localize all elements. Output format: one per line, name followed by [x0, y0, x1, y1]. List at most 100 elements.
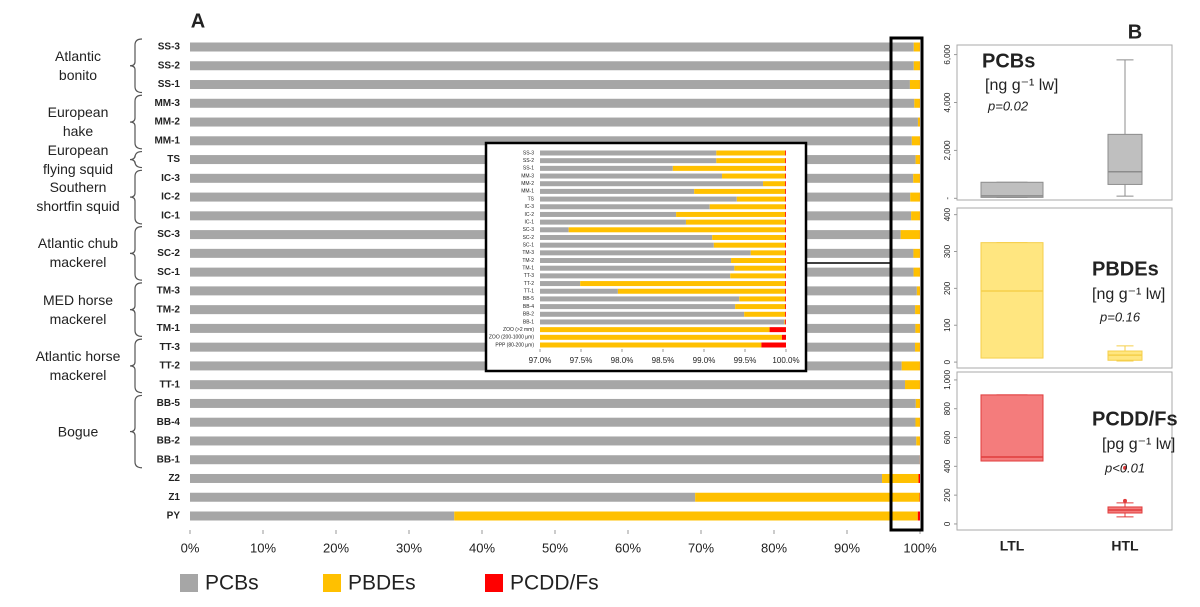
- y-tick-label: 100: [943, 318, 952, 332]
- x-category-label: LTL: [1000, 538, 1025, 554]
- group-label: Atlantic bonito: [55, 47, 101, 83]
- bar-segment: [190, 455, 920, 465]
- inset-category-label: TM-2: [522, 258, 534, 264]
- x-tick-label: 80%: [761, 540, 787, 555]
- inset-bar-segment: [785, 219, 786, 225]
- inset-category-label: PPP (80-200 µm): [495, 342, 534, 348]
- group-label: Bogue: [57, 423, 99, 440]
- inset-category-label: TS: [528, 196, 535, 202]
- bar-segment: [454, 511, 918, 521]
- bar-segment: [915, 342, 920, 352]
- bar-segment: [918, 473, 920, 483]
- x-tick-label: 0%: [181, 540, 200, 555]
- group-label: European flying squid: [42, 141, 114, 177]
- bar-segment: [905, 380, 920, 390]
- bar-segment: [190, 61, 914, 71]
- inset-bar-segment: [785, 165, 786, 171]
- inset-bar-segment: [676, 211, 786, 217]
- inset-bar-segment: [540, 311, 745, 317]
- inset-category-label: ZOO (200-1000 µm): [489, 335, 534, 341]
- group-brace: [129, 38, 143, 94]
- panel-title: PCBs: [982, 50, 1035, 72]
- inset-bar-segment: [540, 258, 732, 264]
- group-brace: [129, 394, 143, 469]
- inset-bar-segment: [785, 258, 786, 264]
- y-tick-label: 300: [943, 244, 952, 258]
- inset-bar-segment: [785, 265, 786, 271]
- inset-bar-segment: [712, 234, 786, 240]
- y-tick-label: 400: [943, 459, 952, 473]
- inset-bar-segment: [785, 173, 786, 179]
- inset-bar-segment: [785, 227, 786, 233]
- bar-segment: [913, 173, 920, 183]
- inset-bar-segment: [672, 165, 786, 171]
- inset-category-label: BB-2: [523, 312, 534, 318]
- y-tick-label: 200: [943, 488, 952, 502]
- inset-bar-segment: [785, 188, 786, 194]
- unit-label: [pg g⁻¹ lw]: [1102, 436, 1175, 453]
- category-label: MM-3: [154, 98, 180, 109]
- bar-segment: [190, 473, 883, 483]
- group-brace: [129, 338, 143, 394]
- category-label: Z2: [168, 473, 180, 484]
- inset-category-label: IC-3: [525, 204, 535, 210]
- inset-category-label: IC-2: [525, 212, 535, 218]
- x-tick-label: 20%: [323, 540, 349, 555]
- inset-bar-segment: [761, 342, 786, 348]
- inset-bar-segment: [540, 234, 713, 240]
- bar-segment: [190, 380, 906, 390]
- inset-bar-segment: [785, 296, 786, 302]
- inset-bar-segment: [784, 319, 786, 325]
- x-category-label: HTL: [1111, 538, 1139, 554]
- category-label: BB-5: [157, 398, 181, 409]
- inset-category-label: TM-1: [522, 266, 534, 272]
- inset-bar-segment: [781, 334, 786, 340]
- group-brace: [129, 150, 143, 169]
- inset-bar-segment: [540, 334, 782, 340]
- inset-bar-segment: [540, 250, 751, 256]
- inset-category-label: MM-3: [521, 173, 534, 179]
- y-tick-label: 400: [943, 207, 952, 221]
- bar-segment: [190, 511, 455, 521]
- inset-bar-segment: [540, 342, 762, 348]
- inset-bar-segment: [540, 219, 686, 225]
- panel-title: PBDEs: [1092, 258, 1159, 280]
- y-tick-label: 800: [943, 402, 952, 416]
- p-value: p=0.16: [1099, 309, 1141, 324]
- y-tick-label: 6,000: [943, 44, 952, 65]
- inset-bar-segment: [730, 273, 786, 279]
- bar-segment: [190, 417, 916, 427]
- inset-bar-segment: [540, 196, 737, 202]
- group-brace: [129, 282, 143, 337]
- y-tick-label: -: [943, 197, 952, 200]
- bar-segment: [909, 80, 920, 90]
- inset-bar-segment: [540, 296, 740, 302]
- y-tick-label: 0: [943, 521, 952, 526]
- inset-x-tick-label: 97.0%: [529, 356, 552, 365]
- inset-category-label: IC-1: [525, 219, 535, 225]
- box: [980, 181, 1044, 198]
- bar-segment: [900, 230, 920, 240]
- inset-category-label: BB-4: [523, 304, 534, 310]
- inset-bar-segment: [685, 219, 786, 225]
- x-tick-label: 100%: [903, 540, 937, 555]
- bar-segment: [882, 473, 919, 483]
- inset-bar-segment: [785, 273, 786, 279]
- bar-segment: [913, 42, 920, 52]
- inset-bar-segment: [540, 227, 569, 233]
- category-label: TM-3: [157, 286, 181, 297]
- inset-x-tick-label: 100.0%: [772, 356, 799, 365]
- inset-category-label: TT-3: [524, 273, 534, 279]
- category-label: IC-3: [161, 173, 180, 184]
- category-label: IC-2: [161, 192, 180, 203]
- inset-category-label: SC-1: [523, 242, 535, 248]
- inset-category-label: TT-2: [524, 281, 534, 287]
- bar-segment: [190, 80, 910, 90]
- category-label: BB-2: [157, 436, 181, 447]
- category-label: SS-1: [158, 79, 181, 90]
- inset-bar-segment: [540, 265, 735, 271]
- p-value: p=0.02: [987, 98, 1029, 113]
- inset-x-tick-label: 99.5%: [734, 356, 757, 365]
- inset-category-label: BB-5: [523, 296, 534, 302]
